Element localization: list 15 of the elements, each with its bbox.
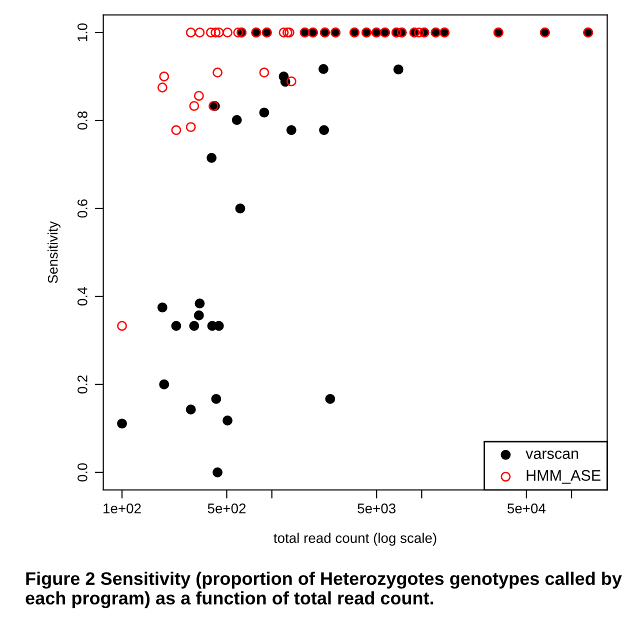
y-axis-title: Sensitivity xyxy=(48,221,60,284)
y-tick-label: 0.0 xyxy=(78,463,88,482)
y-tick-label: 0.6 xyxy=(78,199,88,218)
legend-label: HMM_ASE xyxy=(526,470,600,484)
y-tick-label: 1.0 xyxy=(78,23,88,42)
x-axis-title: total read count (log scale) xyxy=(274,532,436,546)
legend-label: varscan xyxy=(526,450,578,459)
x-tick-label: 5e+02 xyxy=(208,504,246,514)
x-tick-label: 5e+04 xyxy=(507,504,546,514)
x-tick-label: 1e+02 xyxy=(104,504,141,514)
y-tick-label: 0.8 xyxy=(78,111,88,130)
y-tick-label: 0.2 xyxy=(78,375,88,394)
x-tick-label: 5e+03 xyxy=(358,504,396,514)
caption: Figure 2 Sensitivity (proportion of Heterozygotes genotypes called by each program) as a function of total read count. xyxy=(26,572,622,608)
y-tick-label: 0.4 xyxy=(78,287,88,306)
